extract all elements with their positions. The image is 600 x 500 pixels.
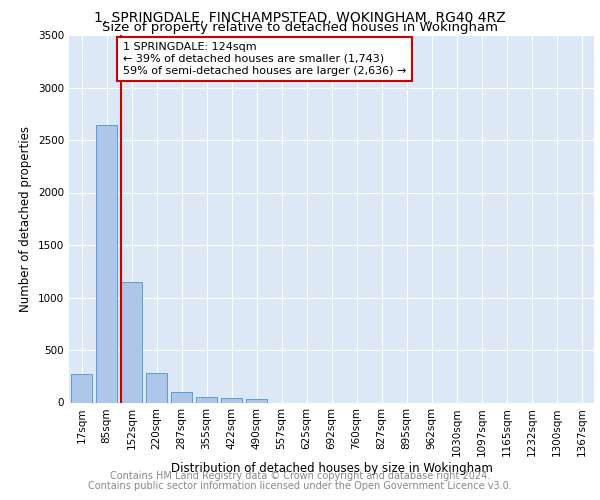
Text: 1, SPRINGDALE, FINCHAMPSTEAD, WOKINGHAM, RG40 4RZ: 1, SPRINGDALE, FINCHAMPSTEAD, WOKINGHAM,… (94, 11, 506, 25)
Text: Contains public sector information licensed under the Open Government Licence v3: Contains public sector information licen… (88, 481, 512, 491)
Bar (146, 372, 167, 402)
Bar (71, 374, 92, 402)
Bar (221, 398, 242, 402)
Text: Contains HM Land Registry data © Crown copyright and database right 2024.: Contains HM Land Registry data © Crown c… (110, 471, 490, 481)
Text: 1 SPRINGDALE: 124sqm
← 39% of detached houses are smaller (1,743)
59% of semi-de: 1 SPRINGDALE: 124sqm ← 39% of detached h… (123, 42, 406, 76)
Bar (196, 396, 217, 402)
Bar (96, 126, 117, 402)
Bar (121, 282, 142, 403)
X-axis label: Distribution of detached houses by size in Wokingham: Distribution of detached houses by size … (170, 462, 493, 474)
Bar (171, 392, 192, 402)
Y-axis label: Number of detached properties: Number of detached properties (19, 126, 32, 312)
Text: Size of property relative to detached houses in Wokingham: Size of property relative to detached ho… (102, 21, 498, 34)
Bar (246, 400, 267, 402)
